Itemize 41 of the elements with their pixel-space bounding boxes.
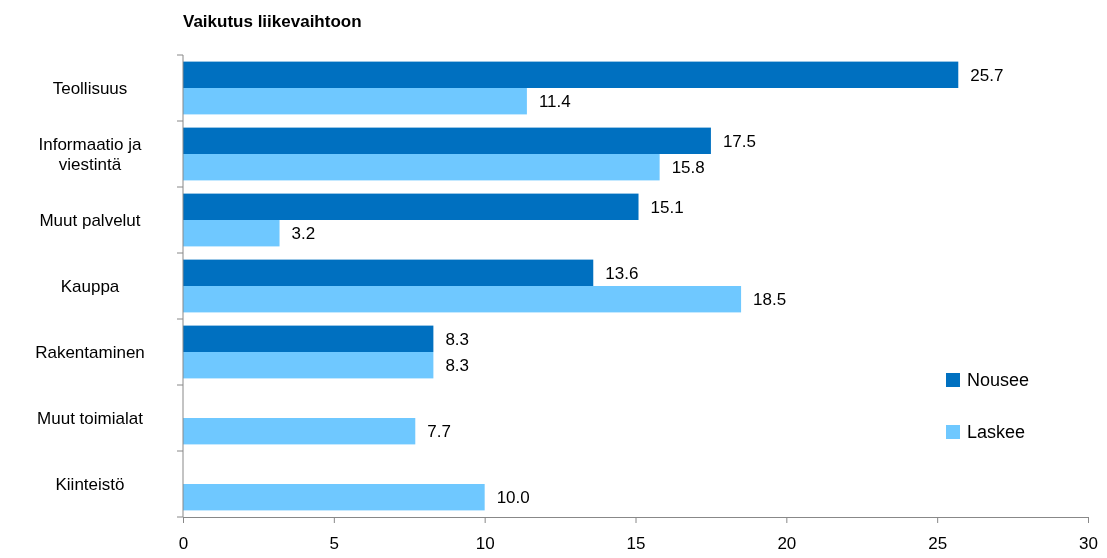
bar xyxy=(183,259,594,286)
legend-label: Nousee xyxy=(967,370,1030,391)
bar xyxy=(183,88,527,115)
y-tick-label: Rakentaminen xyxy=(35,342,145,362)
bar xyxy=(183,352,434,379)
bar xyxy=(183,220,280,247)
y-tick-label: Kauppa xyxy=(60,276,120,296)
bar xyxy=(183,418,416,445)
data-label: 25.7 xyxy=(970,65,1004,85)
bar xyxy=(183,286,742,313)
legend-label: Laskee xyxy=(967,422,1026,443)
data-label: 17.5 xyxy=(722,131,757,151)
x-tick-label: 15 xyxy=(626,534,646,554)
bar xyxy=(183,193,639,220)
x-tick-label: 5 xyxy=(329,534,340,554)
data-label: 8.3 xyxy=(445,329,470,349)
data-label: 3.2 xyxy=(291,224,316,244)
bar xyxy=(183,127,711,154)
x-tick-label: 10 xyxy=(475,534,495,554)
y-tick-label: Muut toimialat xyxy=(37,408,144,428)
bar xyxy=(183,325,434,352)
x-tick-label: 30 xyxy=(1079,534,1098,554)
x-tick-label: 25 xyxy=(928,534,948,554)
y-tick-label: Kiinteistö xyxy=(55,474,125,494)
x-tick-label: 20 xyxy=(777,534,797,554)
data-label: 10.0 xyxy=(496,488,530,508)
y-tick-label: Teollisuus xyxy=(52,78,128,98)
x-tick-label: 0 xyxy=(178,534,189,554)
data-label: 8.3 xyxy=(445,356,470,376)
data-label: 11.4 xyxy=(538,92,571,112)
bar xyxy=(183,484,485,511)
data-label: 7.7 xyxy=(427,422,451,442)
y-tick-label: Muut palvelut xyxy=(39,210,141,230)
y-tick-label: Informaatio ja viestintä xyxy=(38,134,143,175)
data-label: 15.8 xyxy=(671,158,705,178)
data-label: 18.5 xyxy=(753,290,787,310)
chart-title: Vaikutus liikevaihtoon xyxy=(183,12,362,31)
data-label: 15.1 xyxy=(650,197,684,217)
bar xyxy=(183,61,959,88)
data-label: 13.6 xyxy=(605,263,639,283)
bar xyxy=(183,154,660,181)
